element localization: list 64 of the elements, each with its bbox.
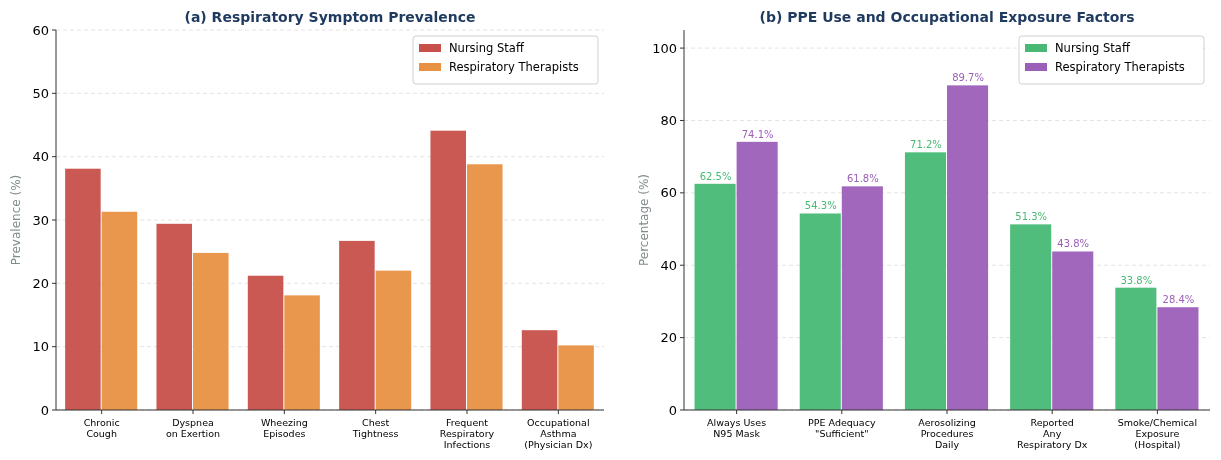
data-label: 62.5%: [699, 170, 732, 182]
data-label: 89.7%: [952, 72, 984, 84]
x-tick-label: PPE Adequacy "Sufficient": [808, 417, 876, 439]
bar: [247, 275, 284, 410]
bar: [1010, 224, 1052, 410]
x-tick-label: Smoke/Chemical Exposure (Hospital): [1117, 417, 1198, 450]
legend-label: Nursing Staff: [449, 41, 525, 56]
legend-label: Respiratory Therapists: [1055, 60, 1185, 75]
y-tick-label: 40: [660, 257, 677, 273]
y-tick-label: 20: [32, 275, 49, 291]
x-tick-label: Occupational Asthma (Physician Dx): [524, 417, 593, 450]
bar: [1157, 307, 1199, 410]
x-tick-label: Reported Any Respiratory Dx: [1017, 417, 1088, 450]
y-tick-label: 30: [32, 212, 49, 228]
x-tick-label: Dyspnea on Exertion: [165, 417, 221, 439]
bar: [156, 223, 192, 410]
x-tick-label: Wheezing Episodes: [260, 417, 308, 439]
x-tick-label: Chronic Cough: [83, 417, 120, 439]
data-label: 74.1%: [741, 128, 774, 140]
x-tick-label: Chest Tightness: [351, 417, 399, 439]
bar: [1052, 251, 1094, 410]
legend-label: Respiratory Therapists: [449, 60, 579, 75]
bar: [1115, 287, 1157, 410]
chart-title: (b) PPE Use and Occupational Exposure Factors: [759, 9, 1135, 25]
y-axis-title: Prevalence (%): [9, 174, 23, 266]
y-tick-label: 60: [32, 22, 49, 38]
chart-title: (a) Respiratory Symptom Prevalence: [184, 9, 476, 25]
data-label: 28.4%: [1162, 294, 1195, 306]
y-tick-label: 0: [668, 402, 677, 418]
x-tick-label: Frequent Respiratory Infections: [439, 417, 495, 450]
data-label: 71.2%: [910, 139, 942, 151]
bar: [521, 330, 558, 410]
data-label: 61.8%: [846, 173, 879, 185]
bar: [558, 345, 594, 410]
y-axis-title: Percentage (%): [637, 173, 651, 267]
y-tick-label: 20: [660, 330, 677, 346]
y-tick-label: 0: [40, 402, 49, 418]
y-tick-label: 10: [32, 339, 49, 355]
x-tick-label: Always Uses N95 Mask: [707, 417, 767, 439]
data-label: 54.3%: [804, 200, 837, 212]
bar: [947, 85, 989, 410]
y-tick-label: 60: [660, 185, 677, 201]
y-tick-label: 80: [660, 113, 677, 129]
bar: [101, 211, 138, 410]
bar: [467, 164, 503, 410]
bar: [339, 240, 375, 410]
bar: [904, 152, 946, 410]
bar: [284, 295, 320, 410]
bar: [694, 183, 736, 410]
data-label: 43.8%: [1057, 238, 1090, 250]
x-tick-label: Aerosolizing Procedures Daily: [918, 417, 976, 450]
y-tick-label: 40: [32, 149, 49, 165]
bar: [799, 213, 841, 410]
bar: [736, 141, 778, 410]
y-tick-label: 50: [32, 85, 49, 101]
bar: [193, 252, 229, 410]
data-label: 33.8%: [1120, 274, 1153, 286]
bar: [65, 168, 101, 410]
y-tick-label: 100: [652, 40, 677, 56]
bar: [841, 186, 883, 410]
bar: [430, 130, 466, 410]
bar: [375, 270, 412, 410]
legend-label: Nursing Staff: [1055, 41, 1131, 56]
data-label: 51.3%: [1015, 211, 1048, 223]
